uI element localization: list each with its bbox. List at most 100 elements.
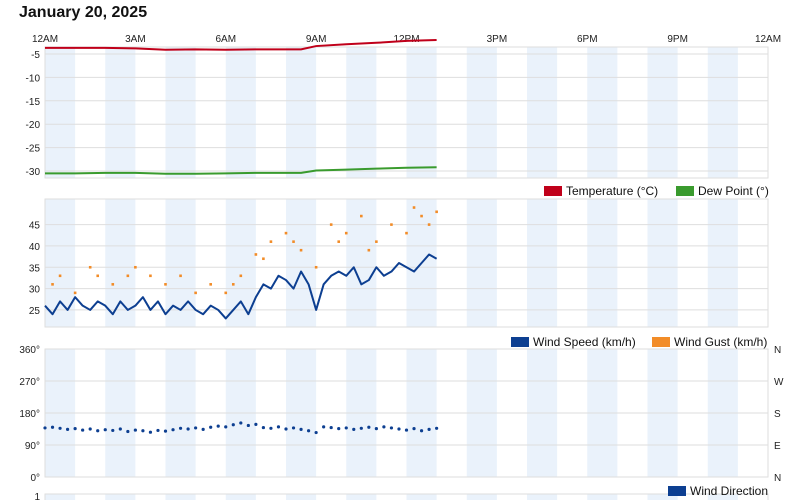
y-tick-label: -5 (31, 50, 40, 61)
compass-tick-label: E (774, 441, 781, 452)
wind-direction-point (103, 428, 107, 432)
temperature-panel: -5 -10 -15 -20 -25 -30 (26, 38, 437, 178)
hour-band (527, 199, 558, 327)
wind-speed-line (44, 253, 438, 320)
hour-band (466, 494, 497, 500)
legend-temperature-swatch (544, 186, 562, 196)
wind-direction-point (329, 425, 333, 430)
wind-gust-point (164, 283, 167, 286)
wind-direction-point (50, 425, 55, 429)
hour-band (45, 47, 76, 178)
wind-direction-point (111, 428, 115, 433)
wind-direction-point (231, 423, 235, 427)
y-tick-label: 30 (29, 285, 41, 296)
legend-wind-direction-swatch (668, 486, 686, 496)
hour-band (707, 494, 738, 500)
wind-direction-point (397, 427, 401, 431)
wind-direction-point (81, 428, 85, 432)
wind-direction-point (171, 428, 175, 432)
wind-gust-point (134, 265, 137, 269)
time-tick-label: 12AM (32, 34, 58, 45)
y-tick-label: -25 (26, 144, 41, 155)
wind-direction-point (284, 427, 288, 431)
hour-band (527, 47, 558, 178)
wind-gust-point (88, 265, 92, 269)
time-tick-label: 6AM (215, 34, 236, 45)
legend-wind-speed-label: Wind Speed (km/h) (533, 335, 636, 349)
compass-tick-label: S (774, 409, 781, 420)
time-tick-label: 12AM (755, 34, 781, 45)
time-tick-label: 3PM (487, 34, 508, 45)
wind-direction-point (404, 428, 409, 432)
legend-temperature-label: Temperature (°C) (566, 184, 658, 198)
wind-direction-point (359, 426, 363, 430)
hour-band (165, 494, 196, 500)
wind-direction-point (246, 423, 250, 428)
wind-gust-point (111, 283, 115, 286)
wind-gust-point (299, 248, 303, 252)
wind-direction-point (88, 427, 92, 431)
hour-band (45, 494, 76, 500)
page-title: January 20, 2025 (19, 4, 148, 21)
wind-direction-point (382, 425, 386, 429)
wind-direction-point (389, 426, 394, 430)
wind-direction-point (269, 426, 273, 430)
hour-band (165, 47, 196, 178)
wind-direction-point (133, 428, 137, 432)
hour-band (406, 494, 437, 500)
wind-direction-point (43, 426, 47, 430)
wind-gust-point (224, 291, 228, 295)
hour-band (225, 47, 256, 178)
wind-direction-point (156, 428, 160, 433)
wind-direction-point (239, 421, 243, 425)
wind-direction-point (73, 427, 77, 431)
legend-wind-gust-swatch (652, 337, 670, 347)
dew-point-line (45, 166, 437, 175)
hour-band (466, 199, 497, 327)
wind-direction-point (291, 426, 296, 430)
panel-frame (44, 493, 769, 500)
wind-direction-point (352, 427, 356, 431)
wind-direction-point (412, 427, 416, 431)
wind-direction-point (276, 425, 281, 429)
wind-direction-point (337, 427, 341, 431)
wind-panel: 45 40 35 30 25 (29, 206, 438, 320)
hour-band (587, 199, 618, 327)
hour-band (105, 199, 136, 327)
wind-direction-point (194, 426, 198, 430)
wind-direction-point (201, 427, 205, 431)
wind-gust-point (412, 206, 416, 209)
hour-band (346, 199, 377, 327)
y-tick-label: -30 (26, 167, 41, 178)
time-tick-label: 9AM (306, 34, 327, 45)
hour-band (346, 494, 377, 500)
wind-direction-point (65, 427, 70, 431)
wind-direction-point (163, 429, 168, 433)
legend-dew-point-label: Dew Point (°) (698, 184, 769, 198)
wind-direction-point (118, 427, 122, 431)
legend-wind-gust-label: Wind Gust (km/h) (674, 335, 767, 349)
wind-gust-point (420, 214, 423, 218)
hour-band (707, 199, 738, 327)
wind-direction-point (261, 425, 266, 430)
wind-gust-point (292, 240, 295, 243)
hour-band (45, 199, 76, 327)
wind-gust-point (58, 274, 62, 278)
wind-gust-point (314, 265, 318, 269)
compass-tick-label: N (774, 473, 781, 484)
wind-gust-point (329, 223, 333, 226)
wind-gust-point (405, 231, 408, 235)
temperature-line (45, 38, 437, 51)
direction-panel: 360° N 270° W 180° S 90° E 0° N (19, 345, 784, 484)
wind-gust-point (435, 210, 438, 214)
wind-gust-point (73, 291, 77, 295)
hour-band (466, 47, 497, 178)
wind-direction-point (306, 429, 311, 433)
wind-direction-point (209, 425, 213, 429)
wind-direction-point (427, 427, 431, 431)
hour-band (286, 494, 317, 500)
y-tick-label: -20 (26, 120, 41, 131)
time-axis: 12AM 3AM 6AM 9AM 12PM 3PM 6PM 9PM 12AM (32, 34, 781, 45)
hour-band (647, 199, 678, 327)
